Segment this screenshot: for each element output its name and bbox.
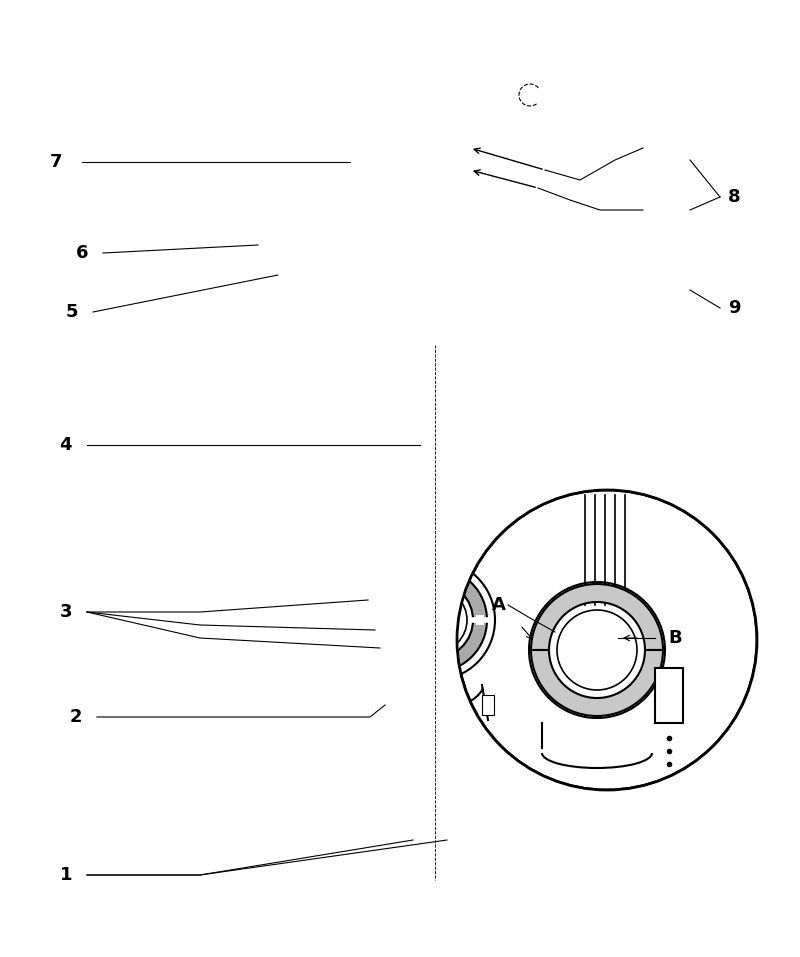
Circle shape <box>557 87 673 203</box>
Bar <box>376 695 388 715</box>
Text: 7: 7 <box>50 153 62 171</box>
Ellipse shape <box>360 220 370 256</box>
Bar <box>482 695 494 715</box>
Wedge shape <box>531 650 663 716</box>
Text: 4: 4 <box>59 436 72 454</box>
Ellipse shape <box>444 63 482 77</box>
Ellipse shape <box>250 220 260 256</box>
Bar <box>255 220 365 256</box>
Ellipse shape <box>251 226 259 251</box>
Ellipse shape <box>360 273 510 317</box>
Circle shape <box>415 285 455 325</box>
Text: B: B <box>668 629 682 647</box>
Circle shape <box>354 192 390 228</box>
Wedge shape <box>383 568 487 620</box>
Ellipse shape <box>388 63 426 77</box>
Bar <box>476 615 484 625</box>
Circle shape <box>226 231 240 245</box>
Circle shape <box>529 582 665 718</box>
Ellipse shape <box>360 43 510 87</box>
Ellipse shape <box>405 51 433 63</box>
Circle shape <box>342 180 402 240</box>
Polygon shape <box>413 340 457 590</box>
Ellipse shape <box>360 273 510 317</box>
Text: 6: 6 <box>75 244 88 262</box>
Wedge shape <box>531 584 663 650</box>
Text: 1: 1 <box>59 866 72 884</box>
Bar <box>655 668 683 723</box>
Bar <box>386 615 394 625</box>
Text: 3: 3 <box>59 603 72 621</box>
Ellipse shape <box>444 861 460 867</box>
Text: 2: 2 <box>70 708 82 726</box>
Circle shape <box>557 232 673 348</box>
Text: 5: 5 <box>66 303 78 321</box>
Circle shape <box>403 588 467 652</box>
Circle shape <box>457 490 757 790</box>
Circle shape <box>423 293 447 317</box>
Circle shape <box>557 152 673 268</box>
Text: 8: 8 <box>728 188 741 206</box>
Circle shape <box>557 610 637 690</box>
Text: 9: 9 <box>728 299 741 317</box>
Bar <box>411 850 425 862</box>
Ellipse shape <box>410 861 426 867</box>
Text: A: A <box>492 596 506 614</box>
Circle shape <box>375 560 495 680</box>
Circle shape <box>397 267 473 343</box>
Bar <box>445 850 459 862</box>
Ellipse shape <box>421 77 449 89</box>
Wedge shape <box>383 620 487 672</box>
Ellipse shape <box>437 51 465 63</box>
